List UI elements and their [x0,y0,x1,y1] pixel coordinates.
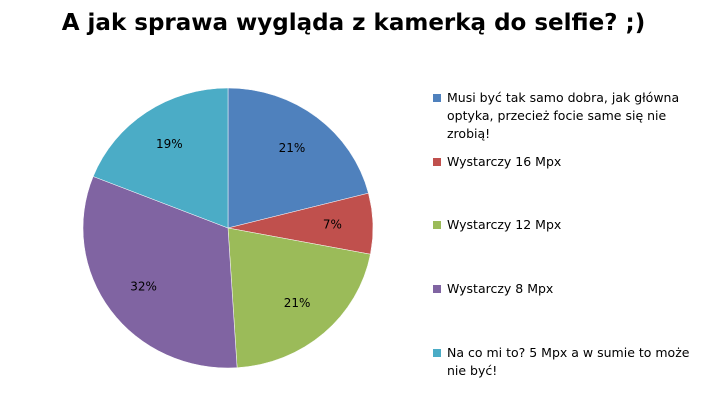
legend-label: Wystarczy 12 Mpx [447,217,562,232]
data-label: 19% [156,137,183,151]
legend-label: Wystarczy 8 Mpx [447,281,554,296]
pie-slice [227,87,369,229]
pie-slice [227,227,371,368]
legend-item: Wystarczy 12 Mpx [433,216,698,234]
legend-item: Wystarczy 8 Mpx [433,280,698,298]
data-label: 21% [284,296,311,310]
legend-item: Na co mi to? 5 Mpx a w sumie to może nie… [433,344,698,380]
data-label: 21% [279,141,306,155]
legend-item: Wystarczy 16 Mpx [433,153,698,171]
legend-swatch [433,94,441,102]
legend-label: Na co mi to? 5 Mpx a w sumie to może nie… [447,345,690,378]
pie-slice [92,87,229,229]
legend-label: Musi być tak samo dobra, jak główna opty… [447,90,680,141]
legend-swatch [433,349,441,357]
legend-label: Wystarczy 16 Mpx [447,154,562,169]
legend-swatch [433,158,441,166]
legend-swatch [433,285,441,293]
data-label: 7% [323,217,342,231]
legend-item: Musi być tak samo dobra, jak główna opty… [433,89,698,143]
data-label: 32% [130,280,157,294]
pie-slice [82,176,238,369]
legend-swatch [433,221,441,229]
chart-title: A jak sprawa wygląda z kamerką do selfie… [61,10,646,36]
